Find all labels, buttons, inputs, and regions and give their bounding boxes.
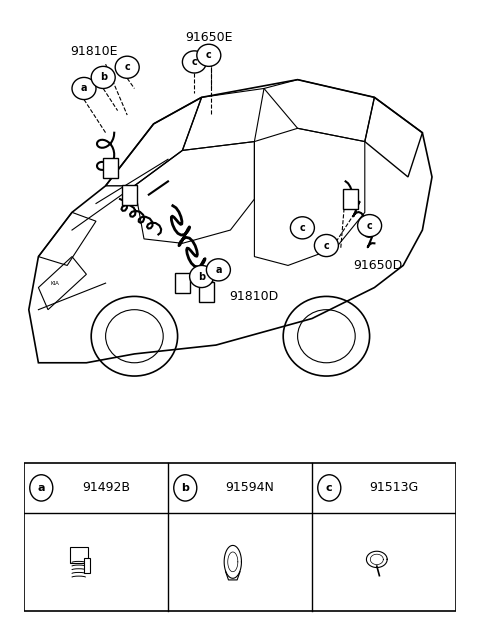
Circle shape [115,56,139,78]
Text: b: b [181,483,189,493]
Text: b: b [198,272,205,281]
Text: c: c [192,57,197,67]
Circle shape [30,475,53,501]
FancyBboxPatch shape [199,282,214,302]
FancyBboxPatch shape [24,463,456,611]
FancyBboxPatch shape [103,158,118,178]
Circle shape [197,44,221,66]
Text: 91650E: 91650E [185,31,232,44]
Text: c: c [324,241,329,250]
Text: b: b [100,73,107,82]
FancyBboxPatch shape [343,189,358,209]
Text: 91810E: 91810E [70,44,117,58]
Text: c: c [206,51,212,60]
Text: KIA: KIA [51,281,60,286]
Circle shape [72,78,96,99]
Text: c: c [326,483,333,493]
FancyBboxPatch shape [122,185,137,205]
Text: 91810D: 91810D [229,290,279,303]
Circle shape [318,475,341,501]
Text: a: a [37,483,45,493]
Text: a: a [81,83,87,94]
Circle shape [182,51,206,73]
FancyBboxPatch shape [70,547,88,563]
Circle shape [290,217,314,239]
Circle shape [174,475,197,501]
Text: 91650D: 91650D [353,259,402,272]
Text: c: c [367,221,372,231]
FancyBboxPatch shape [84,557,90,573]
Text: 91594N: 91594N [226,482,275,494]
Text: a: a [215,265,222,275]
Text: 91513G: 91513G [370,482,419,494]
Circle shape [358,215,382,237]
FancyBboxPatch shape [175,273,190,293]
Circle shape [314,234,338,257]
Circle shape [190,265,214,288]
Text: c: c [124,62,130,72]
Circle shape [91,66,115,88]
Circle shape [206,259,230,281]
Text: 91492B: 91492B [82,482,130,494]
Text: c: c [300,223,305,233]
